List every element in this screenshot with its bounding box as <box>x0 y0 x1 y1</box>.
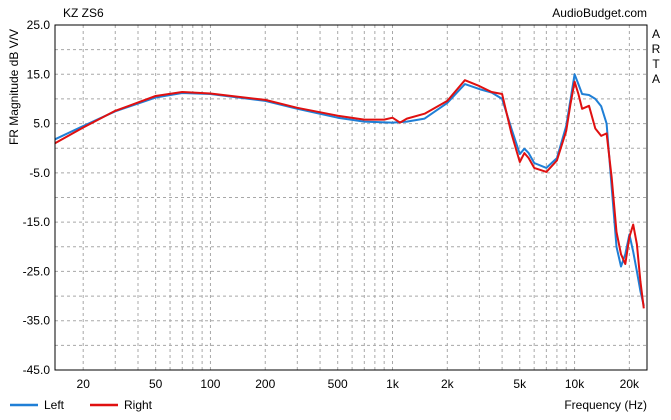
watermark-text: AudioBudget.com <box>552 6 647 20</box>
x-tick-label: 10k <box>565 377 585 391</box>
y-tick-label: 25.0 <box>27 18 51 32</box>
side-label-letter: A <box>652 27 660 41</box>
legend-label-left: Left <box>44 398 65 412</box>
legend-label-right: Right <box>124 398 153 412</box>
x-tick-label: 2k <box>441 377 455 391</box>
x-tick-label: 20k <box>620 377 640 391</box>
y-tick-label: 5.0 <box>33 117 50 131</box>
x-tick-label: 50 <box>149 377 163 391</box>
chart-title: KZ ZS6 <box>63 6 104 20</box>
plot-frame <box>54 24 648 371</box>
y-tick-label: -5.0 <box>29 166 50 180</box>
y-tick-label: -15.0 <box>23 215 51 229</box>
x-tick-label: 5k <box>513 377 527 391</box>
x-tick-label: 20 <box>77 377 91 391</box>
y-tick-label: -45.0 <box>23 363 51 377</box>
x-tick-label: 500 <box>328 377 348 391</box>
side-label-letter: A <box>652 72 660 86</box>
side-label-letter: T <box>652 57 660 71</box>
x-tick-label: 1k <box>386 377 400 391</box>
x-axis-label: Frequency (Hz) <box>564 398 647 412</box>
side-label-letter: R <box>652 42 661 56</box>
x-tick-label: 200 <box>255 377 275 391</box>
y-tick-label: -35.0 <box>23 314 51 328</box>
y-tick-label: -25.0 <box>23 264 51 278</box>
grid-lines <box>55 25 647 370</box>
tick-labels: 25.0 15.0 5.0 -5.0 -15.0 -25.0 -35.0 -45.0 20 50 1… <box>23 18 640 391</box>
y-tick-label: 15.0 <box>27 67 51 81</box>
x-tick-label: 100 <box>200 377 220 391</box>
series-lines <box>54 73 645 309</box>
series-line-right <box>54 79 645 309</box>
legend: Left Right <box>10 398 153 412</box>
y-axis-label: FR Magnitude dB V/V <box>7 29 21 145</box>
